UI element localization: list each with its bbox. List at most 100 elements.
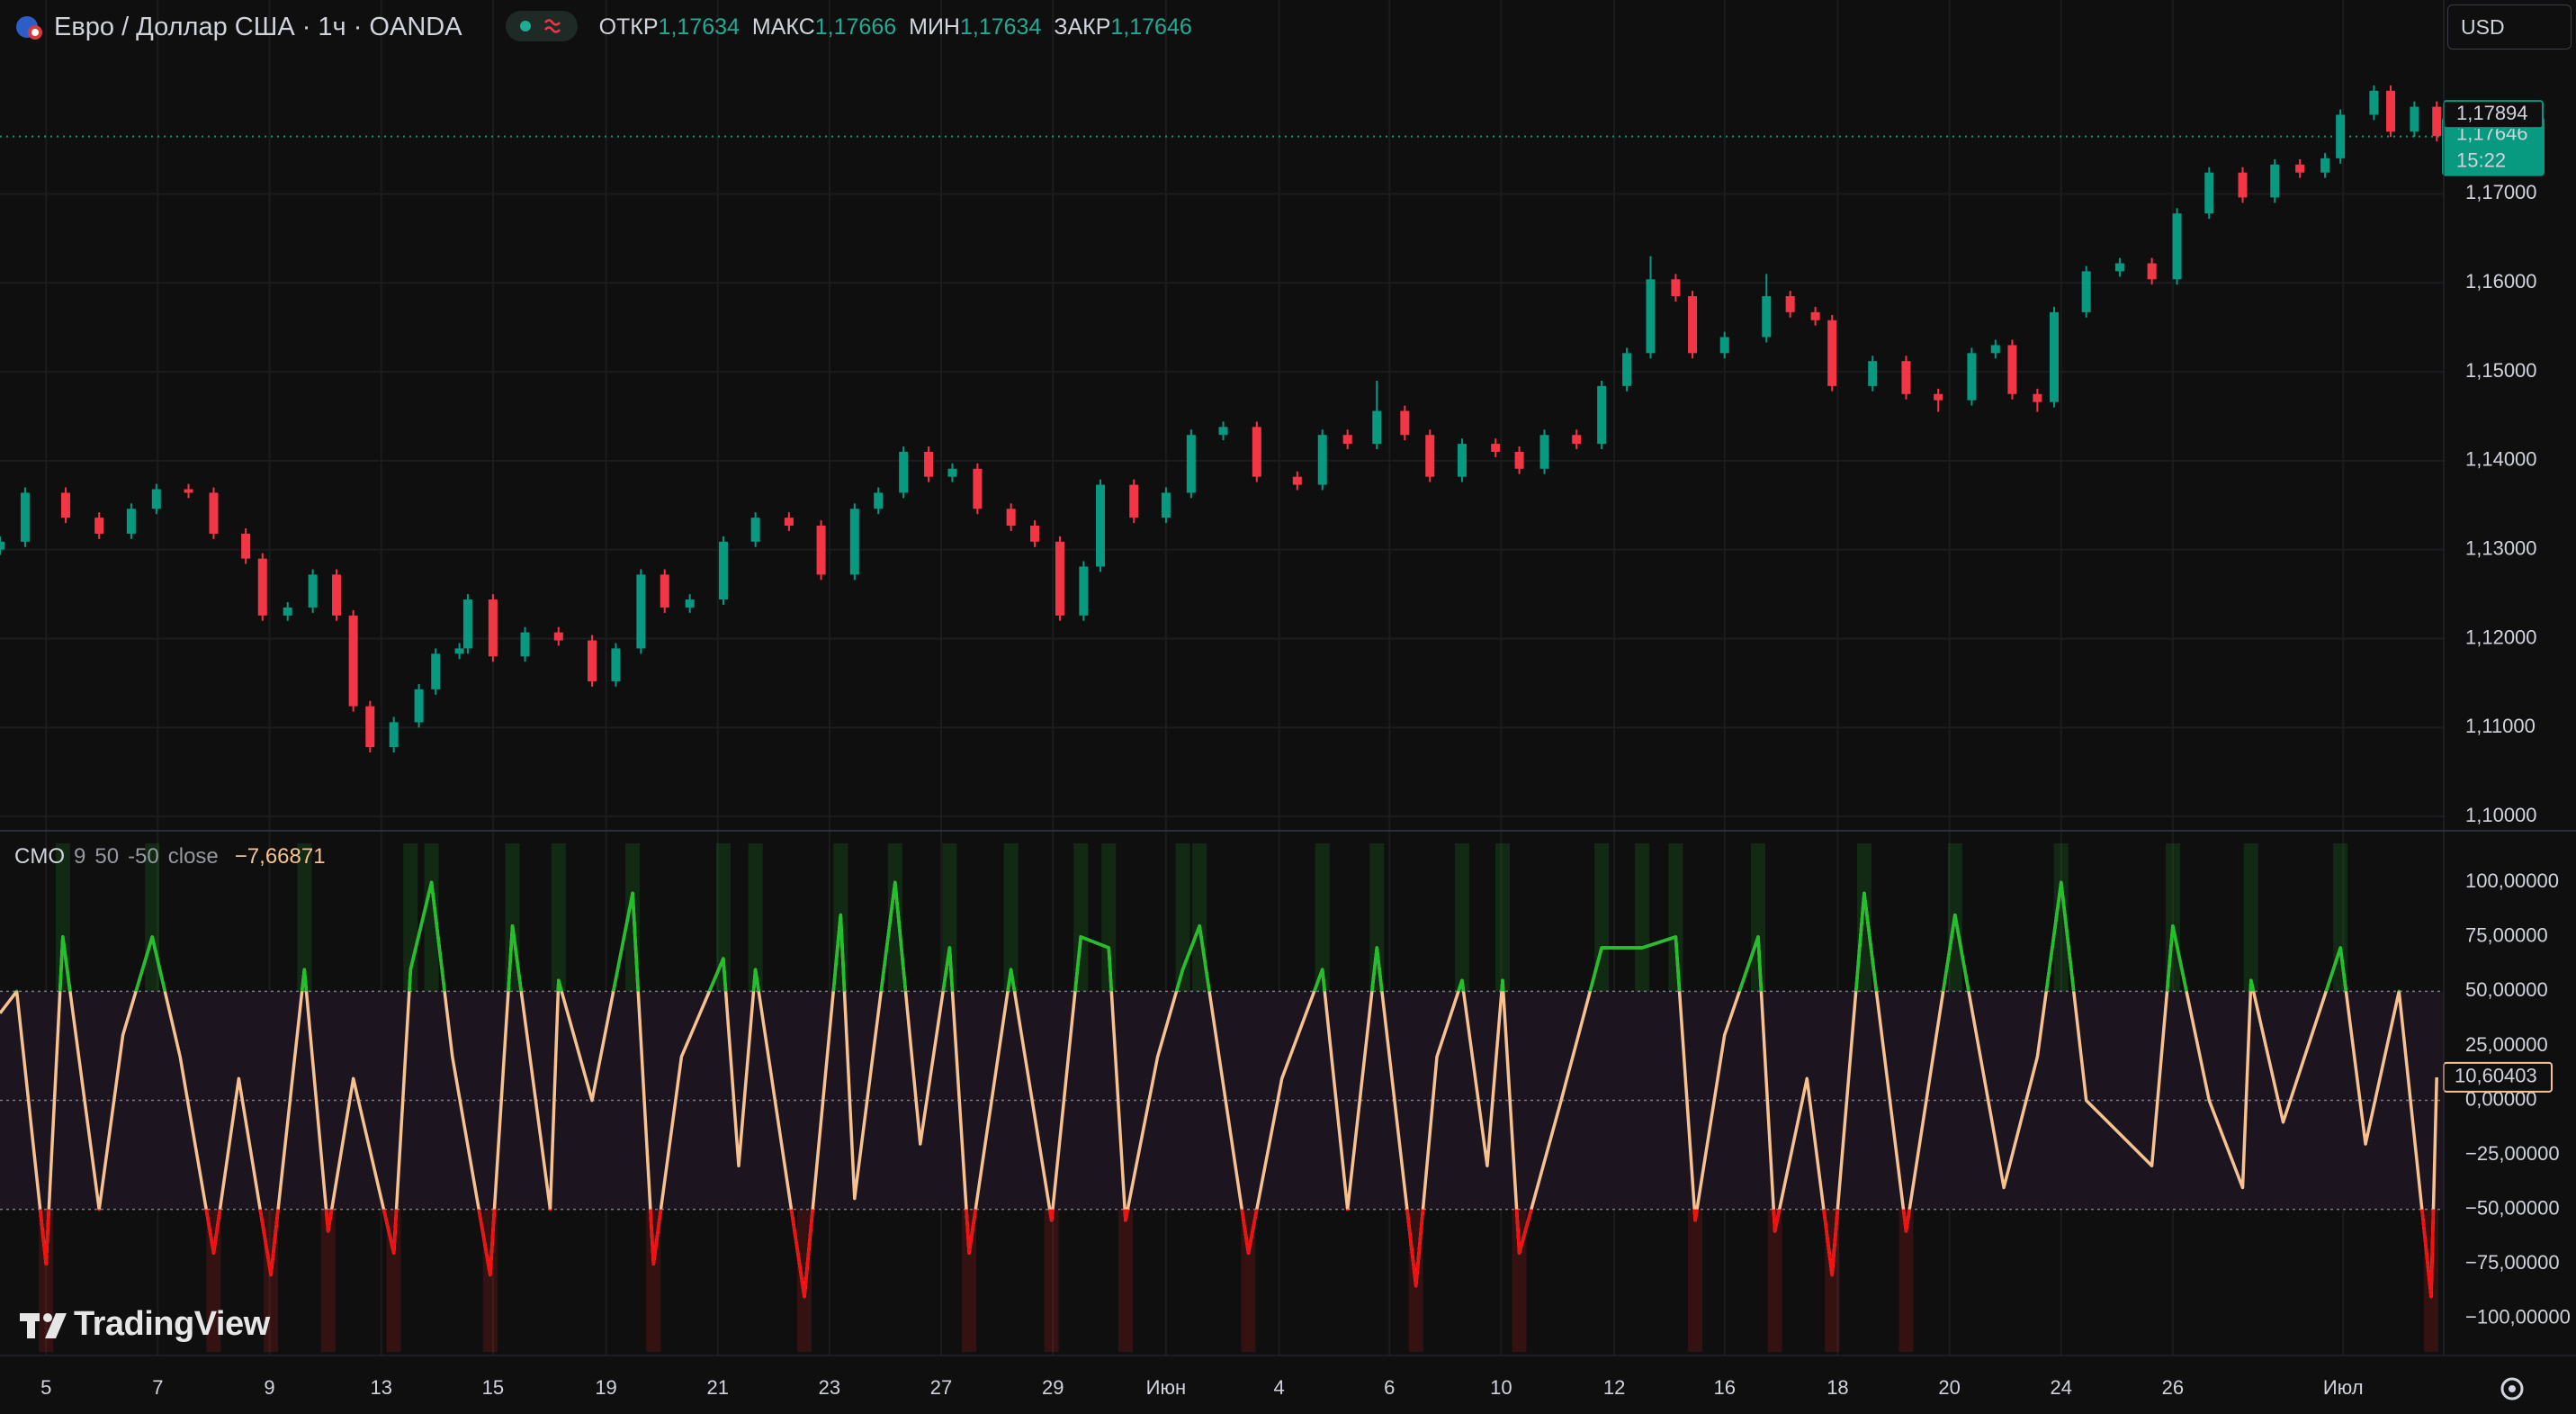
zone-shade [320,1209,336,1352]
candle-body [1161,492,1171,518]
x-tick-label: 15 [482,1376,504,1399]
candle-body [389,722,399,748]
symbol-title: Евро / Доллар США · 1ч · OANDA [54,12,462,41]
x-tick-label: 20 [1938,1376,1960,1399]
candle-body [660,574,669,608]
zone-shade [1454,843,1469,992]
cmo-line [0,880,2438,1299]
candle-body [1785,296,1795,312]
y-tick-label: 1,13000 [2465,537,2537,560]
candle-body [1292,476,1302,485]
y-tick-label: 1,12000 [2465,626,2537,648]
ohlc-value: 1,17646 [1110,14,1192,40]
x-tick-label: 24 [2051,1376,2072,1399]
x-tick-label: Июн [1146,1376,1186,1399]
candle-body [2410,106,2419,132]
y-tick-label: 1,16000 [2465,270,2537,293]
zone-shade [1117,1209,1133,1352]
ohlc-value: 1,17634 [658,14,740,40]
candle-body [1514,452,1524,469]
candle-body [1688,296,1698,354]
candle-body [784,518,794,527]
candle-body [94,518,104,534]
zone-shade [2053,843,2069,992]
ohlc-label: МАКС [751,14,815,40]
zone-shade [297,843,312,992]
candle-body [1597,385,1607,445]
zone-shade [206,1209,221,1352]
candle-body [718,541,728,600]
ohlc-label: ОТКР [598,14,659,40]
x-tick-label: 5 [40,1376,51,1399]
candle-body [241,533,251,559]
candle-body [126,509,136,534]
x-tick-label: 9 [264,1376,274,1399]
zone-shade [2333,843,2348,992]
zone-shade [1073,843,1089,992]
zone-shade [386,1209,401,1352]
candle-body [1055,541,1064,616]
candle-body [588,640,597,681]
candle-body [20,492,30,542]
ohlc-label: МИН [909,14,960,40]
candle-body [1400,410,1410,436]
y-tick-label: 1,15000 [2465,359,2537,382]
candle-body [2386,90,2396,132]
candle-body [2172,213,2182,280]
candle-body [2320,158,2330,173]
candle-body [209,492,219,534]
status-pill [506,11,578,41]
x-tick-label: 13 [370,1376,391,1399]
indicator-legend: CMO 9 50 -50 close −7,66871 [14,844,326,869]
y-tick-label: 50,00000 [2465,978,2548,1001]
candle-body [2432,106,2442,137]
candle-body [1457,444,1467,477]
zone-shade [551,843,566,992]
candle-body [1317,435,1327,485]
zone-shade [962,1209,977,1352]
last-value-label: 10,60403 [2455,1065,2537,1087]
last-price-box [2442,116,2545,176]
candle-body [365,706,375,748]
y-tick-label: 25,00000 [2465,1033,2548,1056]
indicator-title: CMO [14,844,65,869]
candle-body [2295,164,2305,173]
candle-body [348,615,358,707]
x-tick-label: 16 [1713,1376,1735,1399]
candle-body [1810,311,1820,320]
candle-body [2369,90,2379,115]
candle-body [1372,410,1382,445]
candle-body [257,558,267,616]
candle-body [2007,345,2017,394]
candle-body [2270,164,2280,198]
zone-shade [1750,843,1765,992]
ohlc-value: 1,17666 [814,14,897,40]
candle-body [1719,337,1729,354]
zone-shade [424,843,439,992]
settings-icon[interactable] [2500,1377,2524,1400]
candle-body [1762,296,1772,338]
y-tick-label: −25,00000 [2465,1142,2560,1165]
candle-body [849,509,859,575]
candle-body [454,648,464,654]
candle-body [151,489,161,509]
candle-body [1990,345,2000,354]
y-tick-label: −50,00000 [2465,1196,2560,1219]
x-tick-label: 19 [595,1376,616,1399]
brand-logo [20,1313,67,1338]
candle-body [2147,263,2157,280]
candle-body [1934,393,1943,401]
x-tick-label: 18 [1827,1376,1848,1399]
currency-selector[interactable]: USD [2447,5,2572,50]
candle-body [1218,427,1228,436]
candle-body [685,599,695,608]
zone-shade [1494,843,1510,992]
candle-body [1095,484,1105,567]
candle-body [2238,172,2248,198]
zone-shade [482,1209,498,1352]
y-tick-label: 1,14000 [2465,448,2537,471]
candle-body [924,452,934,477]
candle-body [283,607,292,616]
